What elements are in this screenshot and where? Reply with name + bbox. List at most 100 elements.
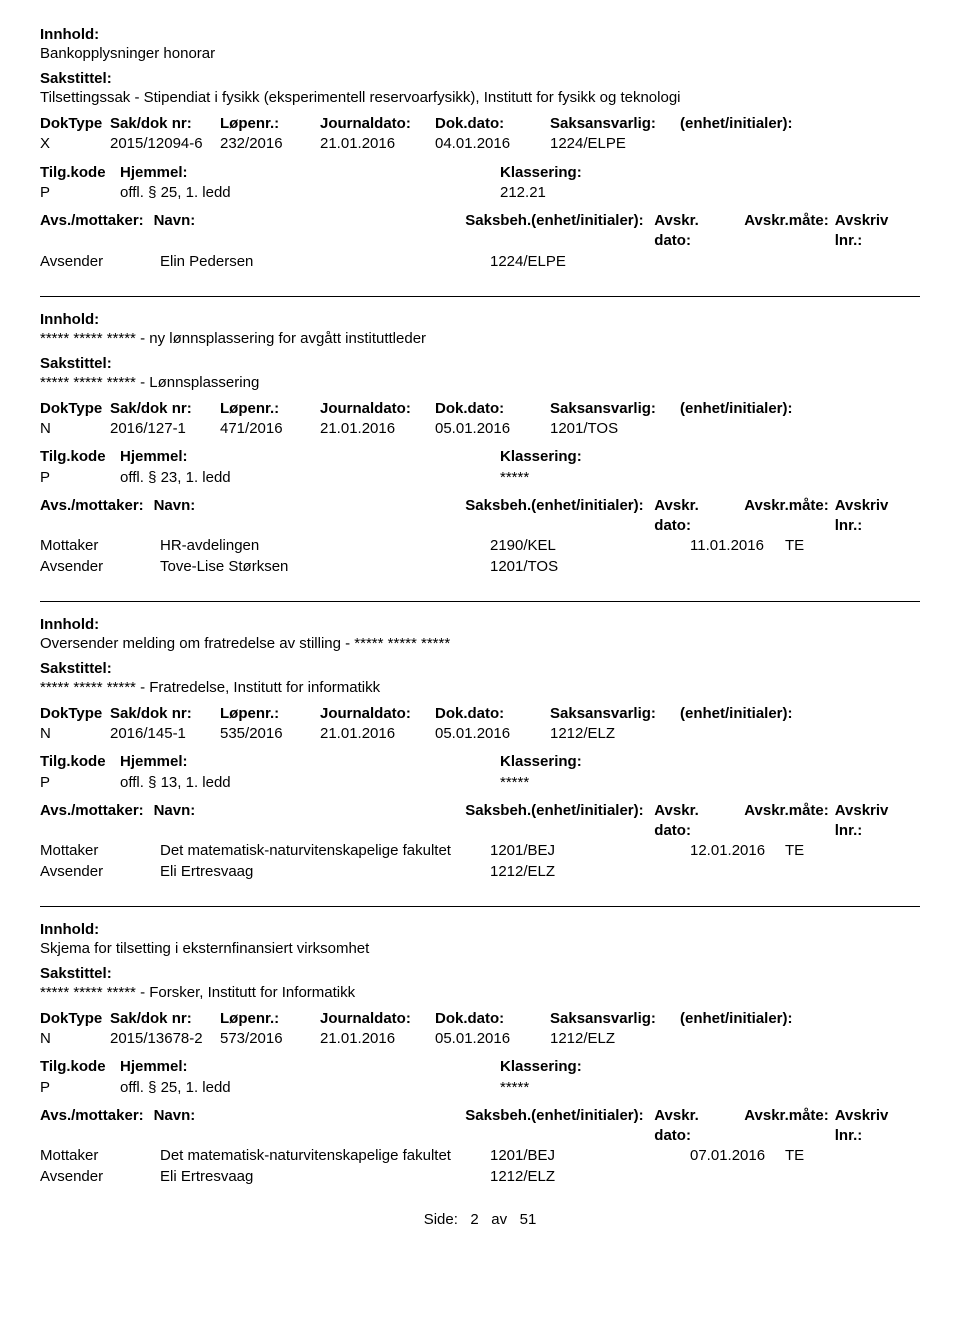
sakstittel-label: Sakstittel: xyxy=(40,660,920,677)
party-name: Tove-Lise Størksen xyxy=(160,557,490,577)
saksansvarlig-label: Saksansvarlig: xyxy=(550,114,680,134)
sakstittel-label: Sakstittel: xyxy=(40,70,920,87)
dokdato-value: 05.01.2016 xyxy=(435,724,550,744)
avskrdato-label: Avskr. dato: xyxy=(654,496,744,537)
enhet-label: (enhet/initialer): xyxy=(680,399,840,419)
journaldato-label: Journaldato: xyxy=(320,1009,435,1029)
doktype-value: N xyxy=(40,419,110,439)
party-avskrdato: 12.01.2016 xyxy=(690,841,785,861)
party-role: Mottaker xyxy=(40,841,160,861)
hjemmel-value: offl. § 13, 1. ledd xyxy=(120,773,500,793)
party-saksbeh: 1224/ELPE xyxy=(490,252,690,272)
sakstittel-label: Sakstittel: xyxy=(40,965,920,982)
party-name: HR-avdelingen xyxy=(160,536,490,556)
enhet-label: (enhet/initialer): xyxy=(680,114,840,134)
tilgkode-label: Tilg.kode xyxy=(40,752,120,772)
saksansvarlig-value: 1224/ELPE xyxy=(550,134,680,154)
record-separator xyxy=(40,601,920,602)
party-saksbeh: 2190/KEL xyxy=(490,536,690,556)
hjemmel-header-row: Tilg.kodeHjemmel:Klassering: xyxy=(40,752,920,772)
party-row: MottakerDet matematisk-naturvitenskapeli… xyxy=(40,1146,920,1166)
party-row: AvsenderTove-Lise Størksen1201/TOS xyxy=(40,557,920,577)
party-header-row: Avs./mottaker:Navn:Saksbeh.(enhet/initia… xyxy=(40,801,920,842)
hjemmel-label: Hjemmel: xyxy=(120,163,500,183)
party-row: MottakerHR-avdelingen2190/KEL11.01.2016T… xyxy=(40,536,920,556)
party-avskrivlnr xyxy=(830,862,920,882)
saksbeh-label-part1: Saksbeh. xyxy=(465,802,531,819)
party-header-row: Avs./mottaker:Navn:Saksbeh.(enhet/initia… xyxy=(40,211,920,252)
journaldato-value: 21.01.2016 xyxy=(320,1029,435,1049)
innhold-value: Bankopplysninger honorar xyxy=(40,45,920,62)
avskrivlnr-label: Avskriv lnr.: xyxy=(835,211,920,252)
party-row: AvsenderEli Ertresvaag1212/ELZ xyxy=(40,1167,920,1187)
party-role: Avsender xyxy=(40,557,160,577)
enhet-value xyxy=(680,419,840,439)
lopenr-label: Løpenr.: xyxy=(220,1009,320,1029)
journaldato-label: Journaldato: xyxy=(320,704,435,724)
party-header-row: Avs./mottaker:Navn:Saksbeh.(enhet/initia… xyxy=(40,1106,920,1147)
record-separator xyxy=(40,296,920,297)
party-avskrdato xyxy=(690,1167,785,1187)
klassering-label: Klassering: xyxy=(500,752,700,772)
innhold-label: Innhold: xyxy=(40,921,920,938)
saksansvarlig-value: 1201/TOS xyxy=(550,419,680,439)
enhet-label: (enhet/initialer): xyxy=(680,1009,840,1029)
meta-value-row: N2016/127-1471/201621.01.201605.01.20161… xyxy=(40,419,920,439)
doktype-value: N xyxy=(40,724,110,744)
saksbeh-label: Saksbeh.(enhet/initialer): xyxy=(465,211,654,252)
tilgkode-label: Tilg.kode xyxy=(40,447,120,467)
meta-header-row: DokTypeSak/dok nr:Løpenr.:Journaldato:Do… xyxy=(40,114,920,134)
footer-of: av xyxy=(491,1211,507,1228)
doktype-label: DokType xyxy=(40,399,110,419)
klassering-label: Klassering: xyxy=(500,163,700,183)
hjemmel-value: offl. § 25, 1. ledd xyxy=(120,1078,500,1098)
party-name: Det matematisk-naturvitenskapelige fakul… xyxy=(160,841,490,861)
party-avskrdato xyxy=(690,862,785,882)
journaldato-label: Journaldato: xyxy=(320,114,435,134)
party-role: Avsender xyxy=(40,1167,160,1187)
party-saksbeh: 1212/ELZ xyxy=(490,862,690,882)
sakdoknr-label: Sak/dok nr: xyxy=(110,704,220,724)
saksansvarlig-value: 1212/ELZ xyxy=(550,1029,680,1049)
party-avskrdato xyxy=(690,252,785,272)
party-saksbeh: 1201/TOS xyxy=(490,557,690,577)
avskrmate-label: Avskr.måte: xyxy=(744,801,835,842)
saksbeh-label: Saksbeh.(enhet/initialer): xyxy=(465,801,654,842)
party-name: Eli Ertresvaag xyxy=(160,1167,490,1187)
journaldato-value: 21.01.2016 xyxy=(320,134,435,154)
dokdato-value: 05.01.2016 xyxy=(435,1029,550,1049)
saksansvarlig-label: Saksansvarlig: xyxy=(550,399,680,419)
party-avskrivlnr xyxy=(830,1167,920,1187)
dokdato-label: Dok.dato: xyxy=(435,704,550,724)
party-header-row: Avs./mottaker:Navn:Saksbeh.(enhet/initia… xyxy=(40,496,920,537)
saksbeh-label-part1: Saksbeh. xyxy=(465,497,531,514)
party-row: AvsenderElin Pedersen1224/ELPE xyxy=(40,252,920,272)
party-avskrmate: TE xyxy=(785,841,830,861)
tilgkode-value: P xyxy=(40,468,120,488)
dokdato-label: Dok.dato: xyxy=(435,114,550,134)
party-saksbeh: 1201/BEJ xyxy=(490,841,690,861)
doktype-value: X xyxy=(40,134,110,154)
hjemmel-value-row: Poffl. § 23, 1. ledd***** xyxy=(40,468,920,488)
tilgkode-value: P xyxy=(40,183,120,203)
journal-record: Innhold:***** ***** ***** - ny lønnsplas… xyxy=(40,311,920,577)
sakstittel-value: Tilsettingssak - Stipendiat i fysikk (ek… xyxy=(40,89,920,106)
saksbeh-label-part1: Saksbeh. xyxy=(465,212,531,229)
party-avskrdato: 11.01.2016 xyxy=(690,536,785,556)
avskrdato-label: Avskr. dato: xyxy=(654,801,744,842)
hjemmel-label: Hjemmel: xyxy=(120,447,500,467)
meta-value-row: X2015/12094-6232/201621.01.201604.01.201… xyxy=(40,134,920,154)
sakdoknr-value: 2016/127-1 xyxy=(110,419,220,439)
hjemmel-value: offl. § 23, 1. ledd xyxy=(120,468,500,488)
sakstittel-value: ***** ***** ***** - Fratredelse, Institu… xyxy=(40,679,920,696)
party-avskrdato: 07.01.2016 xyxy=(690,1146,785,1166)
party-role: Mottaker xyxy=(40,1146,160,1166)
page-footer: Side: 2 av 51 xyxy=(40,1211,920,1228)
party-avskrmate xyxy=(785,862,830,882)
sakdoknr-label: Sak/dok nr: xyxy=(110,399,220,419)
klassering-value: ***** xyxy=(500,773,700,793)
party-avskrmate xyxy=(785,252,830,272)
party-avskrmate: TE xyxy=(785,536,830,556)
hjemmel-value-row: Poffl. § 25, 1. ledd212.21 xyxy=(40,183,920,203)
innhold-value: ***** ***** ***** - ny lønnsplassering f… xyxy=(40,330,920,347)
